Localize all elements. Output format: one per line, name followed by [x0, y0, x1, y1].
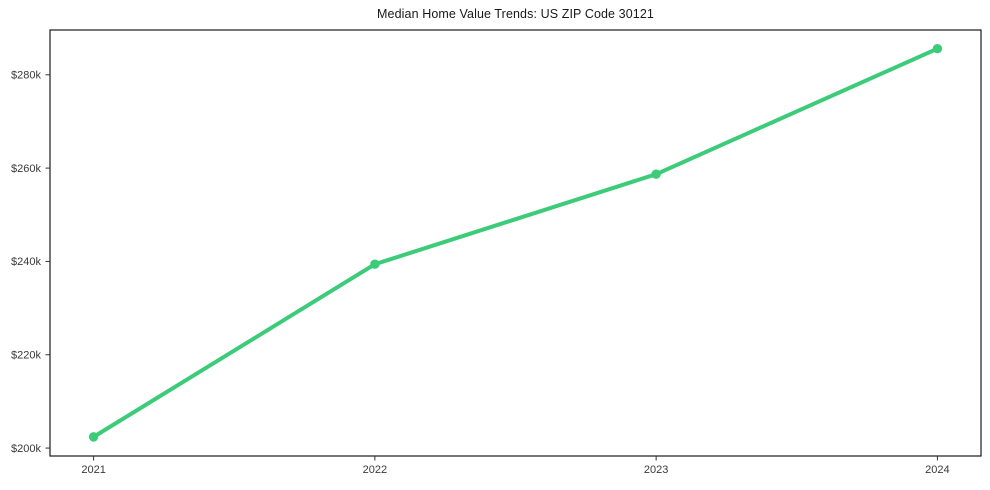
data-point-marker — [651, 169, 661, 179]
data-point-marker — [932, 43, 943, 54]
x-tick-label: 2023 — [644, 464, 668, 476]
x-tick-label: 2024 — [925, 464, 949, 476]
x-tick-label: 2021 — [81, 464, 105, 476]
x-tick-label: 2022 — [363, 464, 387, 476]
y-tick-label: $280k — [11, 70, 41, 82]
y-tick-label: $240k — [11, 256, 41, 268]
trend-line — [91, 46, 940, 439]
y-tick-label: $260k — [11, 163, 41, 175]
chart-title: Median Home Value Trends: US ZIP Code 30… — [377, 7, 654, 21]
data-point-marker — [88, 432, 99, 442]
plot-border — [49, 29, 982, 457]
y-tick-label: $220k — [11, 350, 41, 362]
y-tick-label: $200k — [11, 443, 41, 455]
data-point-marker — [370, 259, 380, 269]
